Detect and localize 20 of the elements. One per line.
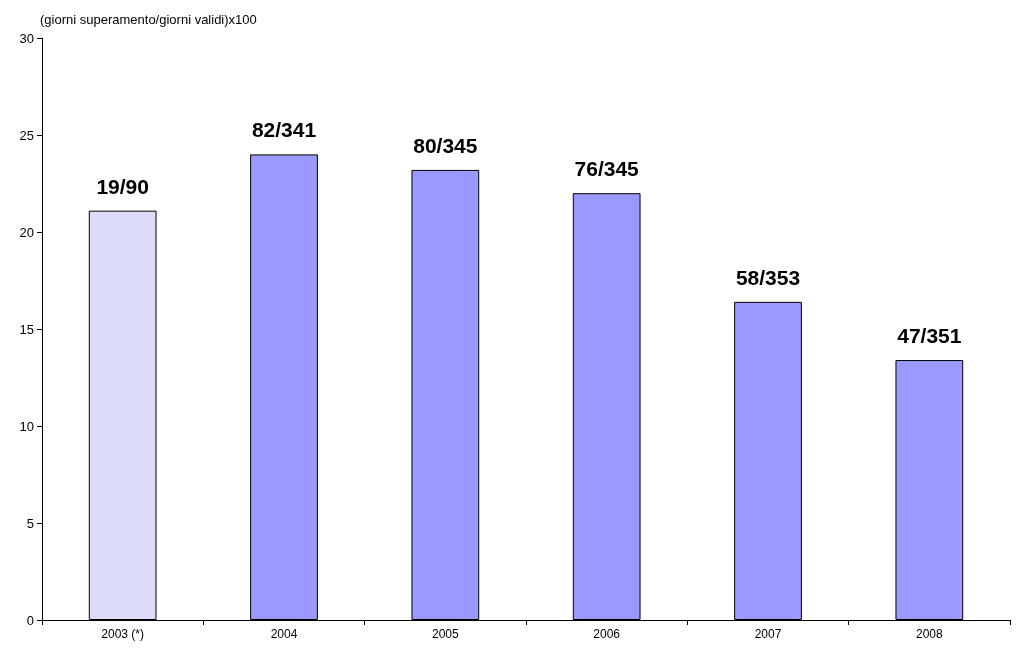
data-label: 58/353 [735,265,801,289]
y-tick-label: 15 [19,321,34,337]
y-tick-label: 30 [19,30,34,46]
y-tick-label: 25 [19,127,34,143]
x-tick-label: 2008 [915,627,943,641]
y-axis-title: (giorni superamento/giorni validi)x100 [40,12,257,27]
data-label: 19/90 [96,174,149,198]
x-tick-label: 2003 (*) [101,627,145,641]
data-label: 80/345 [413,133,478,157]
y-tick-label: 5 [26,515,34,531]
y-tick-label: 20 [19,224,34,240]
y-tick-label: 10 [19,418,34,434]
x-tick-label: 2005 [431,627,459,641]
x-tick-label: 2004 [270,627,298,641]
x-tick-label: 2006 [593,627,621,641]
y-tick-label: 0 [26,612,34,628]
data-label: 82/341 [251,118,317,142]
data-label: 47/351 [897,324,962,348]
x-tick-label: 2007 [754,627,782,641]
data-label: 76/345 [574,157,640,181]
